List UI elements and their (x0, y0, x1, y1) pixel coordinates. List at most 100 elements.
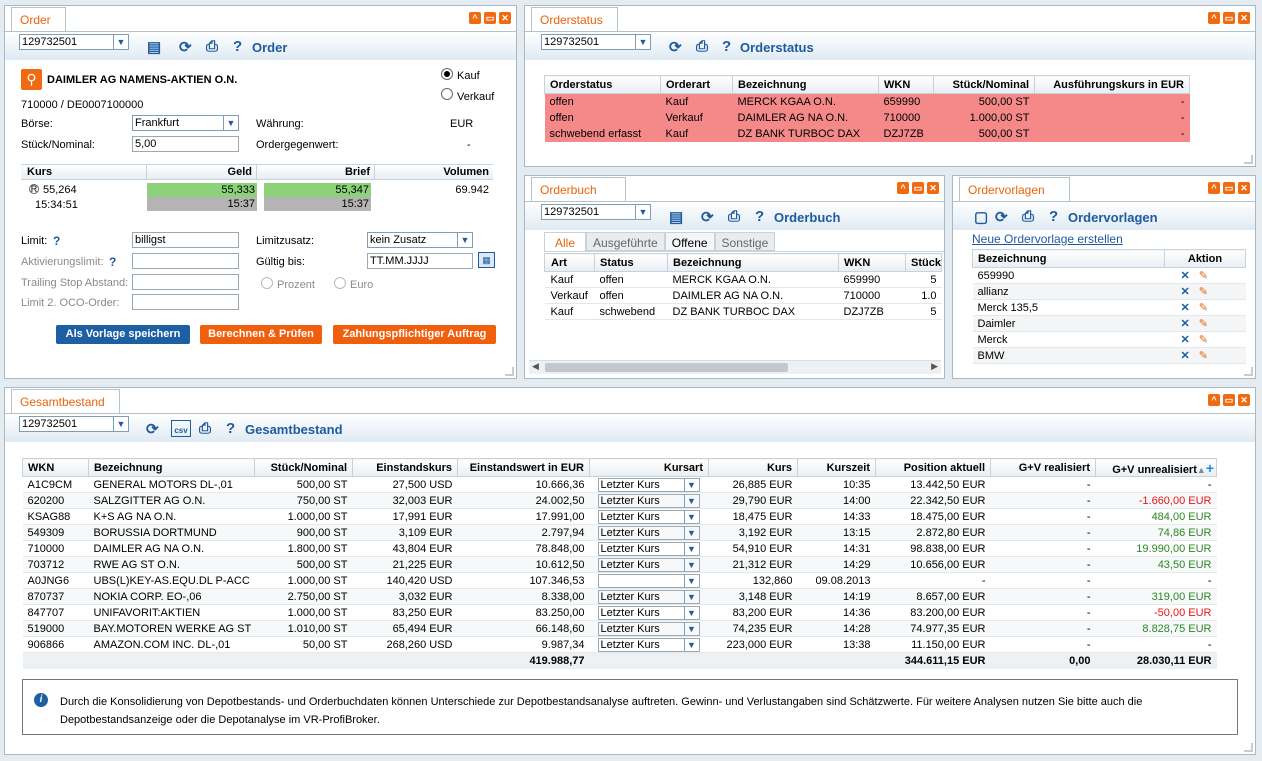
table-row[interactable]: 549309 BORUSSIA DORTMUND 900,00 ST 3,109 EU… (22, 524, 1217, 541)
col-gv-realisiert[interactable]: G+V realisiert (990, 458, 1096, 477)
calculate-button[interactable]: Berechnen & Prüfen (200, 325, 322, 344)
tab-sonstige[interactable]: Sonstige (714, 232, 776, 251)
collapse-icon[interactable]: ^ (1208, 12, 1220, 24)
search-icon[interactable]: ⚲ (21, 69, 42, 90)
chevron-down-icon[interactable]: ▼ (635, 205, 650, 219)
table-row[interactable]: A0JNG6 UBS(L)KEY-AS.EQU.DL P-ACC 1.000,00 … (22, 573, 1217, 589)
edit-icon[interactable]: ✎ (1198, 286, 1208, 298)
edit-icon[interactable]: ✎ (1198, 334, 1208, 346)
list-item[interactable]: Merck ✕ ✎ (972, 331, 1246, 348)
resize-handle[interactable] (1244, 743, 1253, 752)
limit-help-icon[interactable]: ? (53, 234, 61, 248)
delete-icon[interactable]: ✕ (1180, 350, 1190, 362)
list-item[interactable]: Daimler ✕ ✎ (972, 315, 1246, 332)
chevron-down-icon[interactable]: ▼ (683, 510, 699, 523)
chevron-down-icon[interactable]: ▼ (223, 116, 238, 130)
tab-offene[interactable]: Offene (664, 232, 715, 251)
scroll-left-icon[interactable]: ◀ (532, 361, 539, 371)
kursart-select[interactable]: Letzter Kurs ▼ (597, 621, 700, 636)
col-bezeichnung[interactable]: Bezeichnung (88, 458, 255, 477)
edit-icon[interactable]: ✎ (1198, 318, 1208, 330)
col-bezeichnung[interactable]: Bezeichnung (667, 253, 839, 272)
col-kurs[interactable]: Kurs (708, 458, 798, 477)
table-row[interactable]: schwebend erfasst Kauf DZ BANK TURBOC DAX D… (544, 125, 1190, 142)
col-wkn[interactable]: WKN (838, 253, 906, 272)
close-icon[interactable]: ✕ (499, 12, 511, 24)
table-row[interactable]: 906866 AMAZON.COM INC. DL-,01 50,00 ST 268,… (22, 637, 1217, 653)
help-icon[interactable]: ? (755, 208, 765, 225)
print-icon[interactable]: ⎙ (206, 38, 219, 55)
col-stueck[interactable]: Stück (905, 253, 942, 272)
chevron-down-icon[interactable]: ▼ (683, 638, 699, 651)
print-icon[interactable]: ⎙ (1022, 208, 1035, 225)
csv-export-icon[interactable]: csv (171, 420, 191, 437)
close-icon[interactable]: ✕ (927, 182, 939, 194)
chevron-down-icon[interactable]: ▼ (683, 478, 699, 491)
list-item[interactable]: BMW ✕ ✎ (972, 347, 1246, 364)
col-position[interactable]: Position aktuell (875, 458, 991, 477)
chevron-down-icon[interactable]: ▼ (683, 494, 699, 507)
table-row[interactable]: Kauf schwebend DZ BANK TURBOC DAX DZJ7ZB 5 (544, 304, 942, 320)
table-row[interactable]: Verkauf offen DAIMLER AG NA O.N. 710000 1.0 (544, 288, 942, 304)
table-row[interactable]: 847707 UNIFAVORIT:AKTIEN 1.000,00 ST 83,250… (22, 605, 1217, 621)
chevron-down-icon[interactable]: ▼ (683, 526, 699, 539)
help-icon[interactable]: ? (226, 420, 236, 437)
col-orderstatus[interactable]: Orderstatus (544, 75, 661, 94)
col-kurszeit[interactable]: Kurszeit (797, 458, 876, 477)
clock-icon[interactable]: ▤ (147, 39, 162, 56)
delete-icon[interactable]: ✕ (1180, 270, 1190, 282)
orderbuch-tab[interactable]: Orderbuch (531, 177, 626, 201)
resize-handle[interactable] (1244, 367, 1253, 376)
gesamtbestand-account-select[interactable]: 129732501 ▼ (19, 416, 129, 432)
help-icon[interactable]: ? (722, 38, 732, 55)
col-kurs[interactable]: Ausführungskurs in EUR (1034, 75, 1190, 94)
refresh-icon[interactable]: ⟳ (701, 209, 714, 226)
kursart-select[interactable]: Letzter Kurs ▼ (597, 477, 700, 492)
col-stueck[interactable]: Stück/Nominal (254, 458, 353, 477)
col-orderart[interactable]: Orderart (660, 75, 733, 94)
chevron-down-icon[interactable]: ▼ (635, 35, 650, 49)
col-stueck[interactable]: Stück/Nominal (933, 75, 1035, 94)
col-bezeichnung[interactable]: Bezeichnung (972, 249, 1165, 268)
collapse-icon[interactable]: ^ (1208, 394, 1220, 406)
maximize-icon[interactable]: ▭ (484, 12, 496, 24)
delete-icon[interactable]: ✕ (1180, 286, 1190, 298)
sort-icon[interactable]: ▲ (1196, 464, 1206, 475)
collapse-icon[interactable]: ^ (1208, 182, 1220, 194)
refresh-icon[interactable]: ⟳ (179, 39, 192, 56)
table-row[interactable]: KSAG88 K+S AG NA O.N. 1.000,00 ST 17,991 EU… (22, 509, 1217, 525)
clock-icon[interactable]: ▤ (669, 209, 684, 226)
table-row[interactable]: 519000 BAY.MOTOREN WERKE AG ST 1.010,00 ST… (22, 620, 1217, 637)
chevron-down-icon[interactable]: ▼ (683, 558, 699, 571)
maximize-icon[interactable]: ▭ (1223, 394, 1235, 406)
table-row[interactable]: Kauf offen MERCK KGAA O.N. 659990 5 (544, 272, 942, 288)
table-row[interactable]: A1C9CM GENERAL MOTORS DL-,01 500,00 ST 27,5… (22, 477, 1217, 493)
maximize-icon[interactable]: ▭ (1223, 182, 1235, 194)
boerse-select[interactable]: Frankfurt ▼ (132, 115, 239, 131)
order-account-select[interactable]: 129732501 ▼ (19, 34, 129, 50)
col-bezeichnung[interactable]: Bezeichnung (732, 75, 879, 94)
refresh-icon[interactable]: ⟳ (995, 209, 1008, 226)
table-row[interactable]: offen Kauf MERCK KGAA O.N. 659990 500,00 ST - (544, 93, 1190, 110)
chevron-down-icon[interactable]: ▼ (457, 233, 472, 247)
chevron-down-icon[interactable]: ▼ (113, 35, 128, 49)
maximize-icon[interactable]: ▭ (912, 182, 924, 194)
edit-icon[interactable]: ✎ (1198, 302, 1208, 314)
save-template-button[interactable]: Als Vorlage speichern (56, 325, 190, 344)
col-wkn[interactable]: WKN (878, 75, 934, 94)
order-tab[interactable]: Order (11, 7, 66, 31)
table-row[interactable]: 870737 NOKIA CORP. EO-,06 2.750,00 ST 3,032… (22, 588, 1217, 605)
table-row[interactable]: 620200 SALZGITTER AG O.N. 750,00 ST 32,003 … (22, 492, 1217, 509)
resize-handle[interactable] (1244, 155, 1253, 164)
delete-icon[interactable]: ✕ (1180, 318, 1190, 330)
kursart-select[interactable]: Letzter Kurs ▼ (597, 509, 700, 524)
col-gv-unrealisiert[interactable]: G+V unrealisiert▲+ (1095, 458, 1217, 477)
help-icon[interactable]: ? (1049, 208, 1059, 225)
calendar-icon[interactable]: ▦ (478, 252, 495, 268)
tab-ausgefuehrte[interactable]: Ausgeführte (586, 232, 665, 251)
list-item[interactable]: 659990 ✕ ✎ (972, 267, 1246, 284)
col-einstandswert[interactable]: Einstandswert in EUR (457, 458, 590, 477)
add-column-icon[interactable]: + (1205, 459, 1214, 476)
kursart-select[interactable]: Letzter Kurs ▼ (597, 557, 700, 572)
kursart-select[interactable]: Letzter Kurs ▼ (597, 525, 700, 540)
